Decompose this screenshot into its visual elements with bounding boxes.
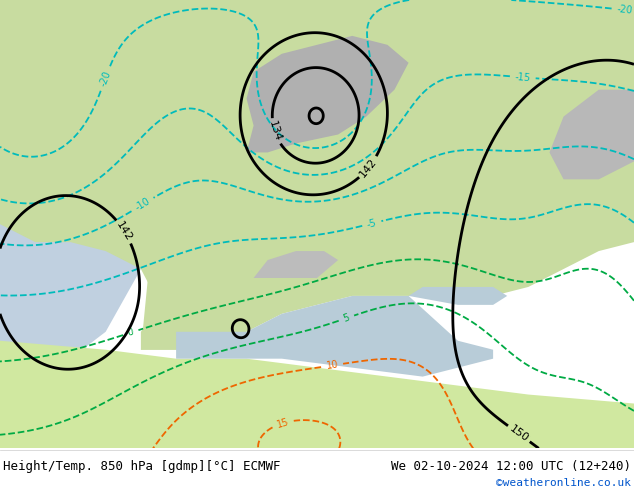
Text: 15: 15: [275, 416, 290, 430]
Text: 134: 134: [267, 120, 283, 143]
Text: ©weatheronline.co.uk: ©weatheronline.co.uk: [496, 478, 631, 488]
Text: 142: 142: [358, 156, 379, 179]
Text: We 02-10-2024 12:00 UTC (12+240): We 02-10-2024 12:00 UTC (12+240): [391, 460, 631, 473]
Polygon shape: [0, 341, 634, 448]
Polygon shape: [0, 0, 634, 350]
Text: 5: 5: [342, 313, 351, 324]
Polygon shape: [141, 278, 233, 350]
Text: Height/Temp. 850 hPa [gdmp][°C] ECMWF: Height/Temp. 850 hPa [gdmp][°C] ECMWF: [3, 460, 281, 473]
Text: 0: 0: [126, 327, 135, 338]
Text: -15: -15: [514, 72, 531, 83]
Text: 10: 10: [325, 360, 339, 371]
Text: 142: 142: [115, 220, 134, 243]
Polygon shape: [408, 287, 507, 305]
Polygon shape: [176, 296, 493, 377]
Text: -10: -10: [133, 196, 152, 213]
Text: -5: -5: [366, 218, 378, 229]
Polygon shape: [550, 90, 634, 179]
Text: -20: -20: [98, 70, 113, 88]
Polygon shape: [0, 0, 281, 448]
Polygon shape: [254, 251, 338, 278]
Text: 150: 150: [507, 423, 530, 444]
Text: -20: -20: [616, 4, 633, 16]
Polygon shape: [247, 36, 408, 152]
Polygon shape: [155, 152, 211, 224]
